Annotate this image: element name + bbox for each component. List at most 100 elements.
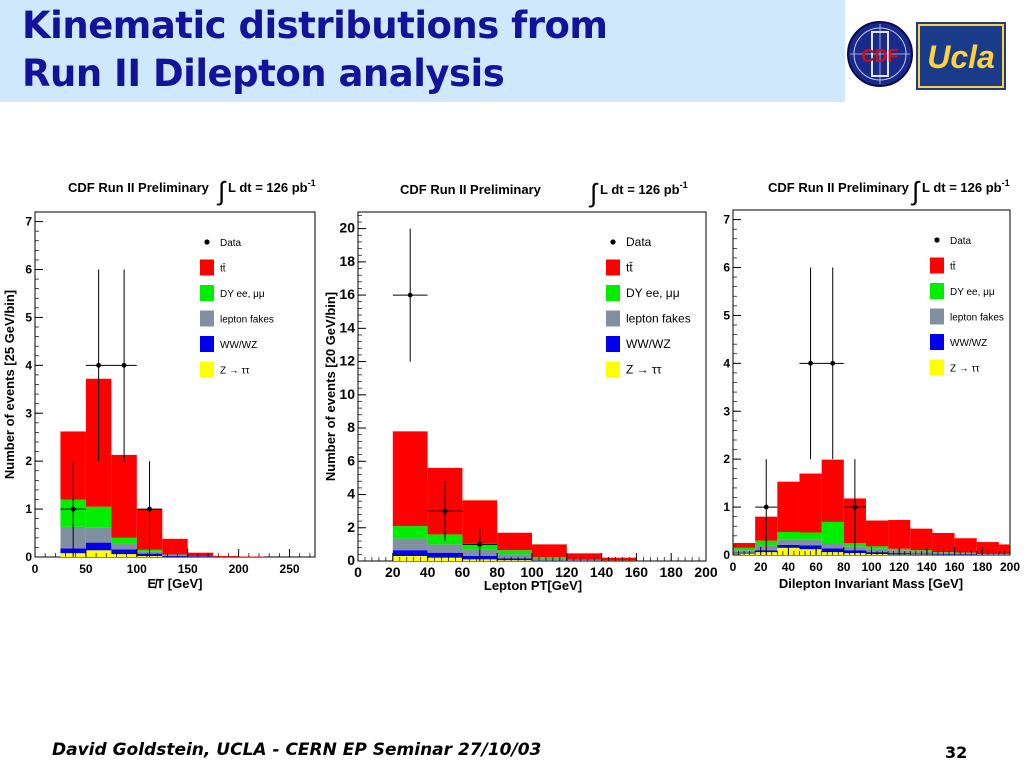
legend-swatch: [930, 283, 944, 299]
hist-bar-fakes: [427, 544, 463, 553]
hist-bar-wwwz: [777, 544, 800, 548]
hist-bar-dy: [85, 506, 112, 528]
x-tick-label: 200: [229, 562, 249, 576]
page-number: 32: [945, 743, 968, 762]
legend-label: Z → ττ: [220, 366, 250, 377]
chart-met: CDF Run II Preliminary ∫ L dt = 126 pb-1 0 5…: [0, 170, 320, 600]
hist-bar-dy: [821, 521, 844, 544]
data-point: [136, 461, 163, 557]
y-axis-label: Number of events [20 GeV/bin]: [323, 292, 338, 481]
x-tick-label: 180: [660, 564, 684, 580]
data-point: [392, 228, 428, 362]
y-tick-label: 0: [25, 550, 32, 564]
data-point: [111, 269, 137, 462]
legend-marker-data: [610, 239, 616, 245]
hist-bar-wwwz: [162, 556, 188, 557]
legend-swatch: [606, 336, 620, 352]
hist-bar-fakes: [111, 543, 137, 550]
legend-label: lepton fakes: [626, 312, 691, 326]
x-tick-label: 180: [972, 560, 992, 574]
legend-label: DY ee, μμ: [220, 289, 265, 300]
x-tick-label: 100: [127, 562, 147, 576]
y-tick-label: 6: [347, 452, 355, 468]
hist-bar-ttbar: [910, 528, 933, 551]
hist-bar-dy: [865, 546, 889, 549]
legend-swatch: [930, 334, 944, 350]
x-tick-label: 40: [420, 564, 436, 580]
hist-bar-dy: [497, 550, 532, 555]
legend-label: Z → ττ: [950, 364, 980, 375]
y-tick-label: 4: [347, 486, 355, 502]
hist-bar-dy: [910, 550, 933, 552]
y-tick-label: 8: [347, 419, 355, 435]
x-tick-label: 100: [520, 564, 544, 580]
x-tick-label: 250: [280, 562, 300, 576]
hist-bar-wwwz: [427, 552, 463, 558]
x-tick-label: 200: [1000, 560, 1020, 574]
legend-swatch: [606, 361, 620, 378]
luminosity-label: L dt = 126 pb-1: [228, 178, 316, 195]
integral-sign: ∫: [910, 176, 921, 206]
legend-label: tt̄: [220, 262, 226, 274]
hist-bar-wwwz: [111, 549, 137, 555]
y-tick-label: 16: [339, 286, 355, 302]
legend-entry: tt̄: [200, 259, 226, 276]
hist-bar-wwwz: [799, 545, 822, 550]
legend-entry: Z → ττ: [930, 359, 980, 376]
chart-header: CDF Run II Preliminary: [768, 180, 910, 195]
legend-entry: DY ee, μμ: [606, 285, 680, 301]
legend-label: DY ee, μμ: [626, 286, 680, 300]
hist-bar-fakes: [777, 539, 800, 545]
hist-bar-ttbar: [111, 454, 137, 538]
x-tick-label: 160: [945, 560, 965, 574]
legend-entry: DY ee, μμ: [200, 285, 265, 301]
y-tick-label: 1: [723, 500, 730, 514]
data-point: [85, 269, 112, 462]
x-axis-label: Dilepton Invariant Mass [GeV]: [779, 576, 963, 591]
legend-swatch: [200, 336, 214, 352]
legend-label: Data: [220, 238, 242, 249]
y-tick-label: 0: [347, 552, 355, 568]
y-tick-label: 14: [339, 319, 355, 335]
luminosity-label: L dt = 126 pb-1: [600, 180, 688, 197]
x-tick-label: 20: [754, 560, 768, 574]
hist-bar-dy: [532, 557, 567, 559]
hist-bar-wwwz: [392, 550, 428, 557]
legend-swatch: [606, 259, 620, 276]
cdf-logo: CDF: [847, 21, 913, 87]
legend-label: WW/WZ: [950, 338, 987, 349]
data-point: [60, 461, 86, 557]
title-banner: [0, 0, 845, 102]
hist-bar-dy: [777, 532, 800, 540]
hist-bar-wwwz: [85, 542, 112, 551]
hist-bar-ztautau: [497, 560, 532, 561]
x-tick-label: 120: [889, 560, 909, 574]
x-tick-label: 80: [489, 564, 505, 580]
hist-bar-fakes: [392, 538, 428, 551]
y-tick-label: 7: [723, 213, 730, 227]
hist-bar-ttbar: [162, 538, 188, 555]
y-tick-label: 5: [723, 308, 730, 322]
hist-bar-ttbar: [998, 544, 1010, 555]
y-tick-label: 0: [723, 548, 730, 562]
legend-label: lepton fakes: [950, 313, 1004, 324]
legend-entry: Data: [934, 236, 972, 247]
integral-sign: ∫: [216, 176, 227, 206]
legend-swatch: [930, 308, 944, 325]
x-axis-label: Lepton PT[GeV]: [484, 578, 582, 593]
legend-entry: tt̄: [930, 257, 956, 274]
hist-bar-wwwz: [497, 558, 532, 561]
x-tick-label: 150: [178, 562, 198, 576]
hist-bar-dy: [392, 526, 428, 539]
legend-label: Z → ττ: [626, 363, 662, 377]
legend-swatch: [930, 257, 944, 274]
hist-bar-ttbar: [532, 544, 567, 558]
hist-bar-fakes: [85, 527, 112, 543]
legend-label: DY ee, μμ: [950, 287, 995, 298]
x-tick-label: 100: [861, 560, 881, 574]
legend-entry: tt̄: [606, 259, 633, 276]
ucla-logo-text: Ucla: [927, 39, 995, 75]
chart-header: CDF Run II Preliminary: [400, 182, 542, 197]
chart-dilepton-mass: CDF Run II Preliminary ∫ L dt = 126 pb-1 0 2…: [718, 170, 1024, 600]
hist-bar-fakes: [821, 543, 844, 549]
